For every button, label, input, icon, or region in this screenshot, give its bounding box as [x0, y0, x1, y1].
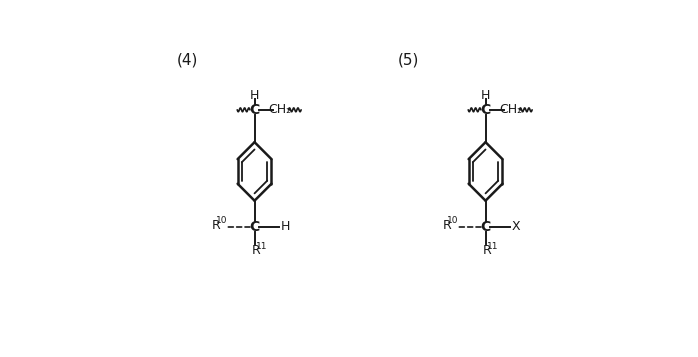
Text: R: R — [211, 219, 221, 232]
Text: C: C — [480, 220, 491, 234]
Text: 10: 10 — [216, 216, 227, 225]
Text: (5): (5) — [398, 52, 419, 67]
Text: R: R — [443, 219, 452, 232]
Text: C: C — [249, 220, 260, 234]
Text: CH₂: CH₂ — [499, 103, 523, 116]
Text: H: H — [481, 90, 490, 102]
Text: C: C — [480, 103, 491, 117]
Text: R: R — [483, 244, 491, 257]
Text: 11: 11 — [255, 242, 267, 251]
Text: (4): (4) — [177, 52, 198, 67]
Text: 10: 10 — [447, 216, 458, 225]
Text: C: C — [249, 103, 260, 117]
Text: CH₂: CH₂ — [269, 103, 292, 116]
Text: H: H — [281, 220, 290, 233]
Text: H: H — [250, 90, 259, 102]
Text: R: R — [252, 244, 260, 257]
Text: X: X — [512, 220, 521, 233]
Text: 11: 11 — [487, 242, 498, 251]
